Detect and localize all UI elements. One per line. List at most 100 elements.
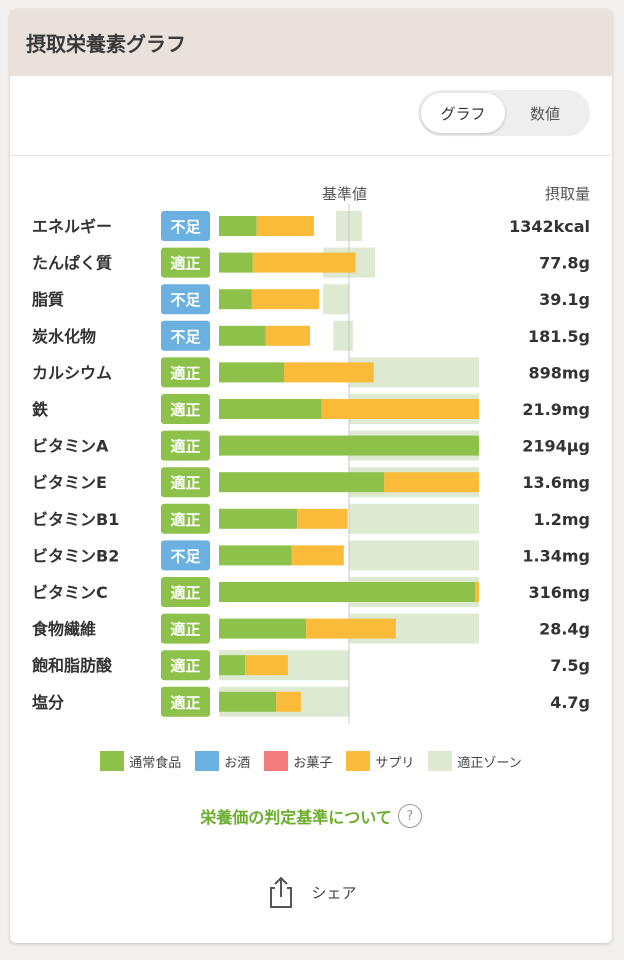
zone-9: [349, 540, 479, 571]
bar-supplement: [297, 508, 348, 529]
value-tab[interactable]: 数値: [529, 104, 560, 123]
status-badge: 適正: [170, 621, 200, 639]
criteria-link[interactable]: 栄養価の判定基準について ?: [10, 804, 612, 828]
status-badge: 不足: [170, 547, 201, 565]
status-badge-bg: [161, 211, 210, 241]
bar-supplement: [256, 216, 314, 236]
legend-regular: 通常食品: [100, 751, 181, 771]
criteria-link-label: 栄養価の判定基準について: [200, 808, 392, 827]
baseline-label: 基準値: [322, 185, 368, 203]
status-badge-bg: [161, 284, 210, 315]
legend-zone-label: 適正ゾーン: [457, 755, 522, 771]
bar-supplement: [251, 289, 320, 310]
status-badge-bg: [161, 467, 210, 498]
legend-regular-label: 通常食品: [129, 755, 182, 771]
legend: 通常食品 お酒 お菓子 サプリ 適正ゾーン: [10, 751, 612, 771]
bar-regular: [219, 545, 292, 566]
legend-supplement: サプリ: [346, 751, 414, 771]
status-badge: 適正: [170, 438, 200, 456]
bar-regular: [219, 435, 479, 456]
legend-supplement-swatch: [346, 751, 371, 771]
nutrient-label: ビタミンA: [32, 437, 109, 456]
divider: [10, 155, 612, 156]
status-badge-bg: [161, 540, 210, 571]
legend-sweets-swatch: [264, 751, 289, 771]
status-badge: 不足: [170, 218, 201, 236]
legend-supplement-label: サプリ: [375, 755, 415, 771]
bar-supplement: [245, 655, 288, 676]
bar-regular: [219, 472, 385, 493]
status-badge-bg: [161, 320, 210, 351]
status-badge: 不足: [170, 328, 201, 346]
nutrient-label: エネルギー: [32, 217, 112, 236]
status-badge-bg: [161, 577, 210, 607]
status-badge-bg: [161, 247, 210, 278]
amount-value: 28.4g: [539, 620, 590, 639]
legend-sweets: お菓子: [264, 751, 332, 771]
status-badge: 適正: [170, 364, 200, 382]
share-icon: [270, 876, 293, 908]
bar-regular: [219, 655, 245, 676]
bar-regular: [219, 289, 252, 310]
status-badge-bg: [161, 430, 210, 461]
bar-supplement: [252, 252, 356, 273]
zone-3: [333, 320, 353, 351]
amount-value: 1.34mg: [522, 546, 590, 565]
status-badge: 適正: [170, 584, 200, 602]
nutrient-card: 摂取栄養素グラフ グラフ 数値 エネルギー 不足 1342kcal たんぱく質 適正 77…: [10, 9, 612, 943]
bar-supplement: [276, 691, 301, 712]
bar-supplement: [321, 399, 479, 419]
view-toggle: グラフ 数値: [418, 90, 590, 136]
legend-sweets-label: お菓子: [293, 755, 333, 771]
nutrient-label: ビタミンE: [32, 473, 107, 492]
card-header: 摂取栄養素グラフ: [10, 9, 612, 76]
legend-alcohol: お酒: [195, 751, 250, 771]
bar-supplement: [475, 582, 479, 602]
status-badge-bg: [161, 394, 210, 424]
legend-regular-swatch: [100, 751, 125, 771]
share-button[interactable]: シェア: [10, 875, 612, 909]
amount-value: 39.1g: [539, 290, 590, 309]
nutrient-label: ビタミンB2: [32, 546, 119, 565]
legend-zone-swatch: [428, 751, 453, 771]
legend-alcohol-swatch: [195, 751, 220, 771]
status-badge-bg: [161, 357, 210, 388]
status-badge-bg: [161, 613, 210, 644]
amount-value: 7.5g: [550, 656, 590, 675]
amount-value: 4.7g: [550, 693, 590, 712]
amount-value: 1342kcal: [509, 217, 590, 236]
status-badge: 不足: [170, 291, 201, 309]
status-badge: 適正: [170, 255, 200, 273]
bar-supplement: [265, 325, 310, 346]
nutrient-label: 炭水化物: [32, 327, 96, 346]
status-badge: 適正: [170, 694, 200, 712]
help-icon[interactable]: ?: [397, 804, 422, 828]
legend-alcohol-label: お酒: [224, 755, 251, 771]
legend-zone: 適正ゾーン: [428, 751, 522, 771]
bar-regular: [219, 618, 307, 639]
zone-8: [349, 503, 479, 534]
status-badge: 適正: [170, 401, 200, 419]
toggle-row: グラフ 数値: [10, 76, 612, 155]
page-title: 摂取栄養素グラフ: [26, 32, 186, 56]
amount-header: 摂取量: [544, 185, 590, 203]
status-badge: 適正: [170, 511, 200, 529]
amount-value: 1.2mg: [534, 510, 590, 529]
status-badge-bg: [161, 503, 210, 534]
status-badge-bg: [161, 650, 210, 681]
bar-supplement: [306, 618, 396, 639]
bar-regular: [219, 691, 277, 712]
amount-value: 13.6mg: [522, 473, 590, 492]
bar-regular: [219, 582, 476, 602]
nutrient-label: 塩分: [32, 693, 64, 712]
bar-regular: [219, 508, 297, 529]
nutrient-label: ビタミンB1: [32, 510, 119, 529]
status-badge: 適正: [170, 657, 200, 675]
status-badge: 適正: [170, 474, 200, 492]
graph-tab[interactable]: グラフ: [421, 93, 505, 133]
amount-value: 316mg: [528, 583, 590, 602]
amount-value: 77.8g: [539, 254, 590, 273]
zone-2: [323, 284, 349, 315]
bar-regular: [219, 325, 266, 346]
nutrient-label: 飽和脂肪酸: [31, 656, 113, 675]
